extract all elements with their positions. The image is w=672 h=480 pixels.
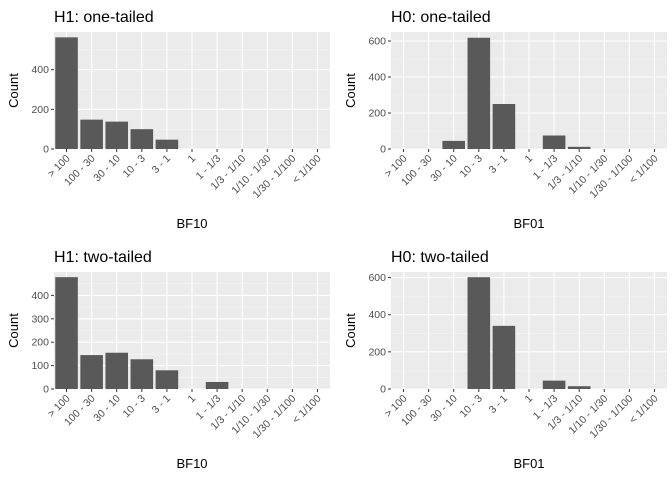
- y-tick-label: 200: [31, 104, 49, 116]
- bar: [155, 139, 179, 149]
- bar: [567, 386, 591, 389]
- bar: [55, 37, 78, 150]
- x-tick-label: < 1/100: [627, 393, 661, 427]
- x-axis-title: BF01: [513, 456, 544, 471]
- bar: [80, 119, 103, 149]
- x-tick-label: 3 - 1: [487, 393, 510, 416]
- bar: [492, 325, 516, 389]
- x-axis-title: BF10: [176, 216, 207, 231]
- x-tick-label: 3 - 1: [150, 393, 173, 416]
- x-tick-label: 1: [523, 153, 536, 166]
- y-tick-label: 0: [380, 384, 386, 396]
- x-tick-label: < 1/100: [627, 153, 661, 187]
- y-tick-label: 400: [31, 64, 49, 76]
- x-axis-title: BF01: [513, 216, 544, 231]
- x-tick-label: 3 - 1: [487, 153, 510, 176]
- panel-title: H0: two-tailed: [391, 249, 489, 266]
- x-tick-label: < 1/100: [290, 393, 324, 427]
- bar: [130, 359, 154, 389]
- panel-title: H1: two-tailed: [54, 249, 152, 266]
- bar: [567, 146, 591, 149]
- x-tick-label: 30 - 10: [428, 153, 460, 185]
- bar: [155, 370, 179, 389]
- x-tick-label: 30 - 10: [91, 393, 123, 425]
- x-tick-label: 10 - 3: [457, 153, 485, 181]
- y-tick-label: 0: [43, 144, 49, 156]
- y-tick-label: 200: [368, 108, 386, 120]
- x-tick-label: 1: [523, 393, 536, 406]
- x-tick-label: 1: [186, 153, 199, 166]
- bar: [542, 380, 566, 389]
- bar: [442, 140, 466, 149]
- y-tick-label: 200: [368, 346, 386, 358]
- bar: [542, 135, 566, 149]
- y-tick-label: 100: [31, 360, 49, 372]
- y-tick-label: 200: [31, 337, 49, 349]
- y-tick-label: 400: [31, 290, 49, 302]
- x-tick-label: 3 - 1: [150, 153, 173, 176]
- panel-title: H0: one-tailed: [391, 9, 491, 26]
- y-axis-title: Count: [6, 313, 21, 348]
- x-axis-title: BF10: [176, 456, 207, 471]
- x-tick-label: 10 - 3: [457, 393, 485, 421]
- y-axis-title: Count: [6, 73, 21, 108]
- x-tick-label: 30 - 10: [91, 153, 123, 185]
- x-tick-label: 10 - 3: [120, 393, 148, 421]
- y-tick-label: 0: [43, 384, 49, 396]
- y-axis-title: Count: [343, 73, 358, 108]
- bar: [105, 121, 129, 149]
- bar: [467, 37, 491, 150]
- x-tick-label: < 1/100: [290, 153, 324, 187]
- bar: [467, 277, 491, 389]
- x-tick-label: 10 - 3: [120, 153, 148, 181]
- bar: [130, 129, 154, 149]
- y-tick-label: 600: [368, 36, 386, 48]
- y-tick-label: 600: [368, 272, 386, 284]
- y-tick-label: 300: [31, 313, 49, 325]
- y-tick-label: 0: [380, 144, 386, 156]
- bar: [80, 355, 103, 389]
- y-tick-label: 400: [368, 72, 386, 84]
- panel-title: H1: one-tailed: [54, 9, 154, 26]
- x-tick-label: 30 - 10: [428, 393, 460, 425]
- bar: [205, 381, 229, 389]
- bar: [55, 277, 78, 389]
- y-axis-title: Count: [343, 313, 358, 348]
- y-tick-label: 400: [368, 309, 386, 321]
- x-tick-label: 1: [186, 393, 199, 406]
- bar: [492, 104, 516, 149]
- bar: [105, 352, 129, 389]
